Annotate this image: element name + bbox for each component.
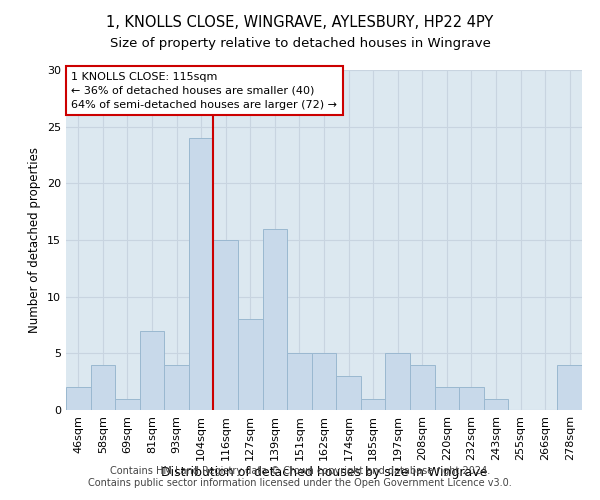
Bar: [410, 364, 434, 410]
Bar: [189, 138, 214, 410]
Bar: [336, 376, 361, 410]
Bar: [434, 388, 459, 410]
Bar: [287, 354, 312, 410]
Bar: [164, 364, 189, 410]
Bar: [312, 354, 336, 410]
Text: 1, KNOLLS CLOSE, WINGRAVE, AYLESBURY, HP22 4PY: 1, KNOLLS CLOSE, WINGRAVE, AYLESBURY, HP…: [106, 15, 494, 30]
Text: Contains HM Land Registry data © Crown copyright and database right 2024.
Contai: Contains HM Land Registry data © Crown c…: [88, 466, 512, 487]
X-axis label: Distribution of detached houses by size in Wingrave: Distribution of detached houses by size …: [161, 466, 487, 478]
Bar: [140, 330, 164, 410]
Bar: [361, 398, 385, 410]
Bar: [115, 398, 140, 410]
Bar: [214, 240, 238, 410]
Text: Size of property relative to detached houses in Wingrave: Size of property relative to detached ho…: [110, 38, 490, 51]
Y-axis label: Number of detached properties: Number of detached properties: [28, 147, 41, 333]
Bar: [557, 364, 582, 410]
Bar: [385, 354, 410, 410]
Bar: [66, 388, 91, 410]
Bar: [91, 364, 115, 410]
Text: 1 KNOLLS CLOSE: 115sqm
← 36% of detached houses are smaller (40)
64% of semi-det: 1 KNOLLS CLOSE: 115sqm ← 36% of detached…: [71, 72, 337, 110]
Bar: [238, 320, 263, 410]
Bar: [459, 388, 484, 410]
Bar: [263, 228, 287, 410]
Bar: [484, 398, 508, 410]
